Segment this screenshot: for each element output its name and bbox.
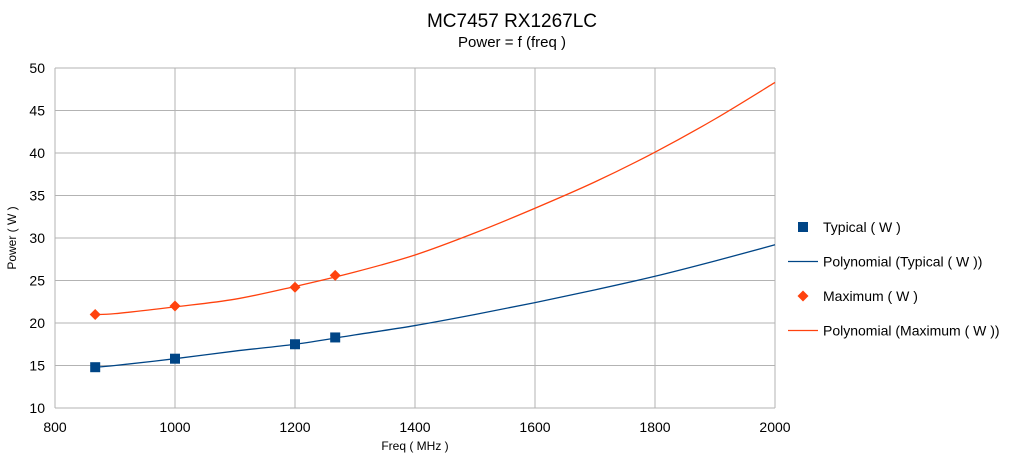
x-tick-label: 1600 <box>519 419 550 435</box>
x-axis-label: Freq ( MHz ) <box>381 439 448 453</box>
trendline <box>95 81 776 316</box>
y-tick-label: 50 <box>29 60 45 76</box>
y-tick-label: 30 <box>29 230 45 246</box>
legend-label: Typical ( W ) <box>823 219 901 235</box>
maximum-point <box>169 300 181 312</box>
typical-point <box>290 339 300 350</box>
y-tick-label: 10 <box>29 400 45 416</box>
typical-point <box>170 353 180 364</box>
y-tick-label: 20 <box>29 315 45 331</box>
legend: Typical ( W ) Polynomial (Typical ( W )) M… <box>788 219 1000 339</box>
maximum-point <box>289 281 301 293</box>
legend-label: Maximum ( W ) <box>823 288 918 304</box>
x-tick-label: 1400 <box>399 419 430 435</box>
tick-labels: 800 1000 1200 1400 1600 1800 2000 10 15 20 25 30 35 4… <box>29 60 790 435</box>
typical-point <box>90 362 101 373</box>
x-tick-label: 2000 <box>759 419 790 435</box>
y-tick-label: 45 <box>29 103 45 119</box>
x-tick-label: 1800 <box>639 419 670 435</box>
chart-title: MC7457 RX1267LC <box>427 11 597 32</box>
x-tick-label: 1000 <box>159 419 190 435</box>
x-tick-label: 1200 <box>279 419 310 435</box>
y-tick-label: 15 <box>29 358 45 374</box>
typical-point <box>330 332 341 343</box>
trendline <box>95 244 776 368</box>
grid <box>54 67 776 409</box>
plot-series <box>89 81 776 373</box>
y-tick-label: 35 <box>29 188 45 204</box>
y-tick-label: 25 <box>29 273 45 289</box>
legend-swatch <box>797 290 809 302</box>
y-axis-label: Power ( W ) <box>5 206 19 269</box>
chart-subtitle: Power = f (freq ) <box>458 34 566 51</box>
y-tick-label: 40 <box>29 145 45 161</box>
legend-label: Polynomial (Typical ( W )) <box>823 254 982 270</box>
maximum-point <box>329 269 341 281</box>
maximum-point <box>89 309 101 320</box>
legend-swatch <box>798 222 808 232</box>
legend-label: Polynomial (Maximum ( W )) <box>823 323 1000 339</box>
x-tick-label: 800 <box>43 419 67 435</box>
